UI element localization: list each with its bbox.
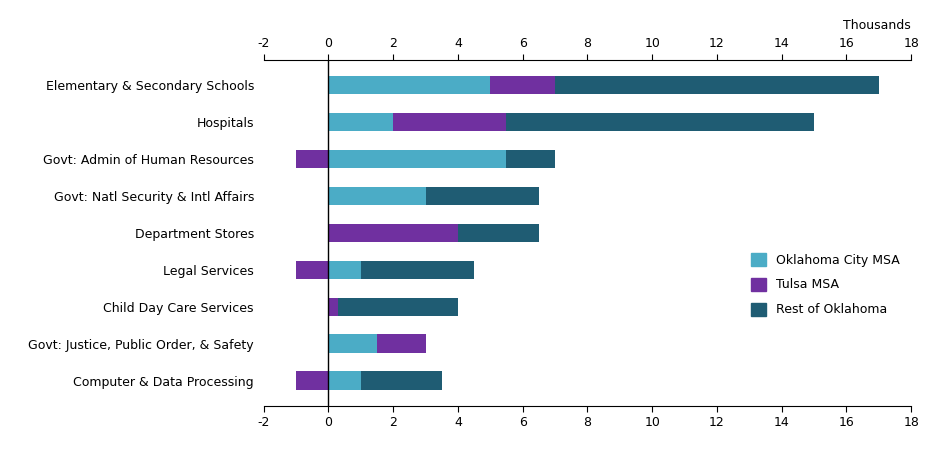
Bar xyxy=(426,187,538,205)
Bar xyxy=(328,297,339,316)
Bar xyxy=(328,76,490,94)
Bar xyxy=(328,150,507,168)
Bar xyxy=(361,260,474,279)
Bar xyxy=(328,224,458,242)
Bar xyxy=(328,260,361,279)
Bar xyxy=(296,372,328,390)
Bar xyxy=(507,150,555,168)
Bar xyxy=(296,260,328,279)
Bar xyxy=(555,76,879,94)
Bar xyxy=(393,112,507,131)
Bar xyxy=(507,112,814,131)
Bar xyxy=(296,150,328,168)
Bar xyxy=(328,187,426,205)
Legend: Oklahoma City MSA, Tulsa MSA, Rest of Oklahoma: Oklahoma City MSA, Tulsa MSA, Rest of Ok… xyxy=(746,248,905,321)
Bar xyxy=(328,112,393,131)
Bar xyxy=(328,372,361,390)
Bar xyxy=(339,297,458,316)
Bar xyxy=(377,335,426,353)
Bar xyxy=(328,335,377,353)
Bar xyxy=(361,372,442,390)
Bar xyxy=(490,76,555,94)
Bar xyxy=(458,224,538,242)
Text: Thousands: Thousands xyxy=(844,19,911,32)
